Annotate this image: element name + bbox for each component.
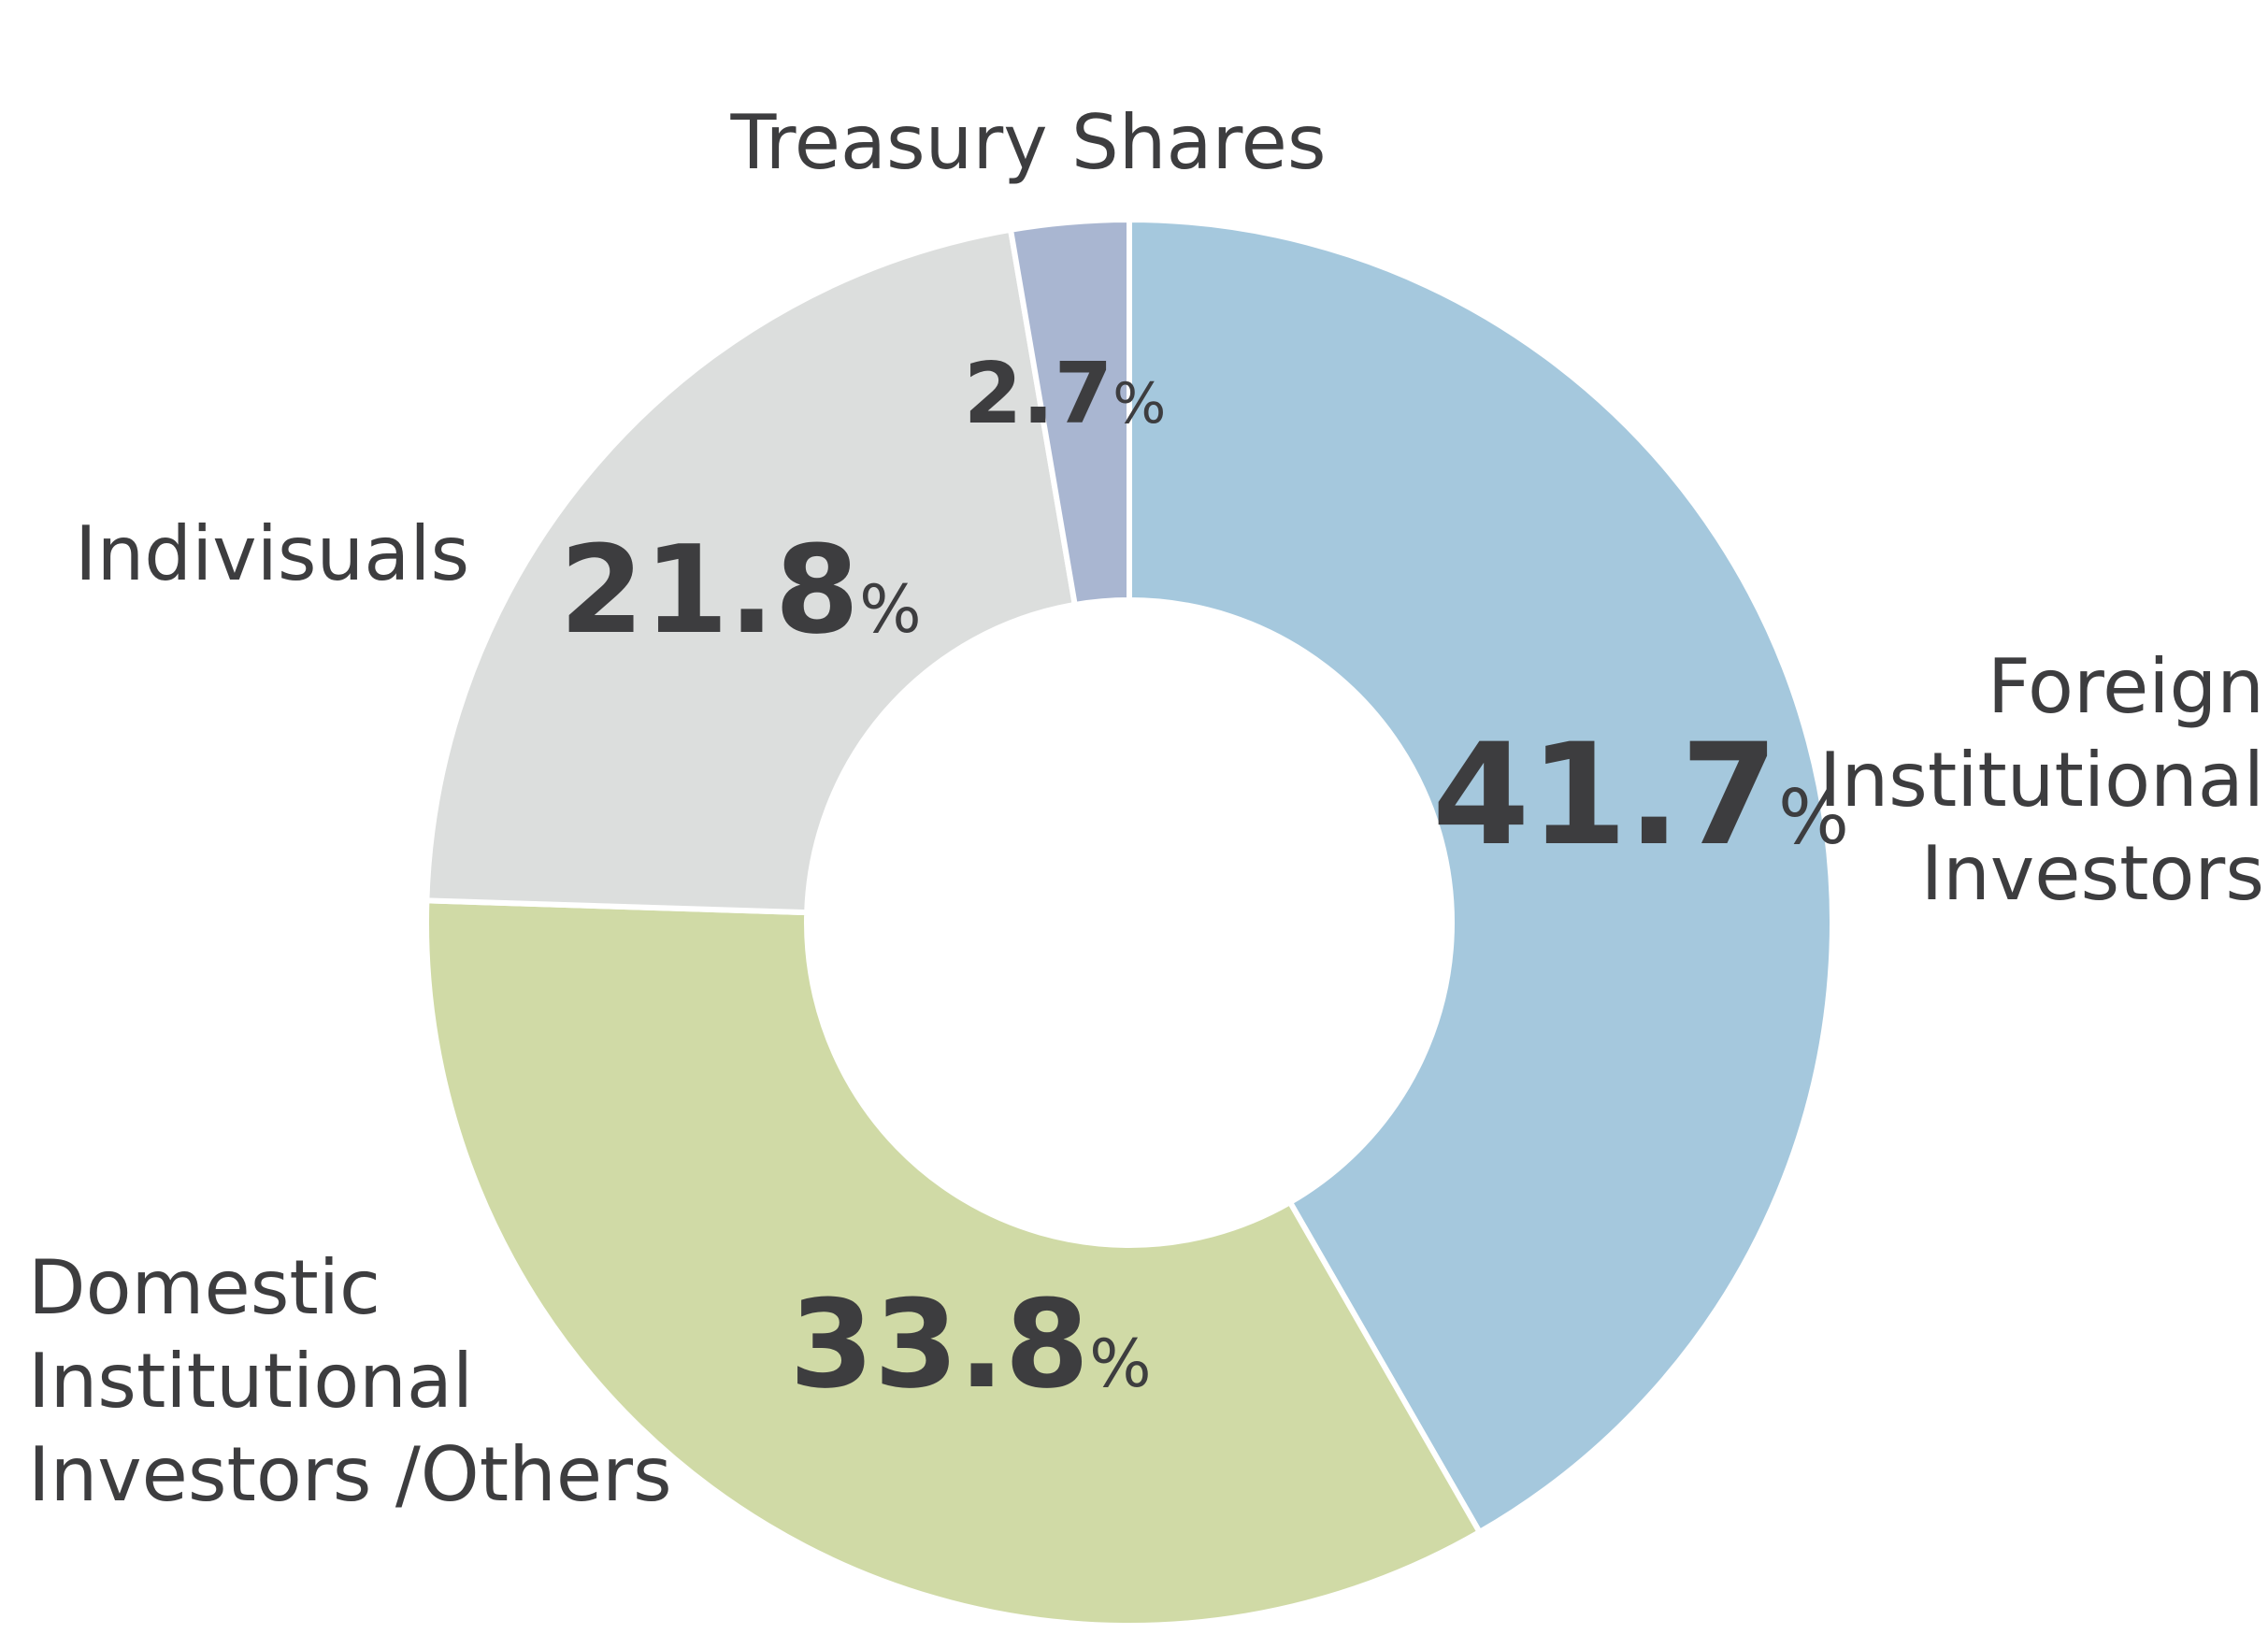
slice-individuals bbox=[423, 226, 1079, 916]
slice-foreign-institutional-investors bbox=[1127, 216, 1836, 1537]
category-label-individuals: Indivisuals bbox=[75, 510, 469, 597]
value-label-domestic-institutional-investors-others: 33.8% bbox=[789, 1273, 1151, 1415]
donut-slices bbox=[423, 216, 1836, 1628]
value-label-foreign-institutional-investors: 41.7% bbox=[1432, 714, 1849, 877]
category-label-domestic-institutional-investors-others: Domestic Institutional Investors /Others bbox=[28, 1244, 672, 1518]
slice-domestic-institutional-investors-others bbox=[423, 897, 1484, 1628]
slice-treasury-shares bbox=[1007, 216, 1132, 609]
category-labels: Foreign Institutional Investors Domestic Ins… bbox=[28, 99, 2264, 1518]
value-label-treasury-shares: 2.7% bbox=[964, 345, 1166, 443]
value-label-individuals: 21.8% bbox=[559, 519, 921, 661]
category-label-foreign-institutional-investors: Foreign Institutional Investors bbox=[1819, 643, 2264, 917]
percentage-labels: 41.7% 33.8% 21.8% 2.7% bbox=[559, 345, 1849, 1415]
category-label-treasury-shares: Treasury Shares bbox=[729, 99, 1326, 186]
